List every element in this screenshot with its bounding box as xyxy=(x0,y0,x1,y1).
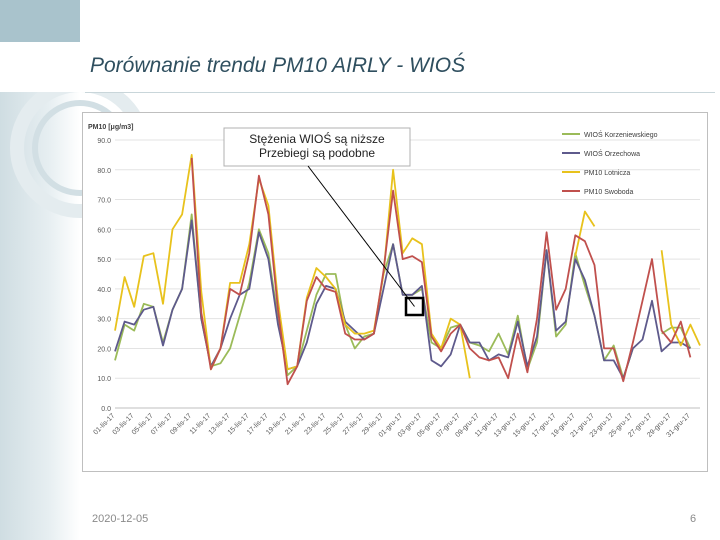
series-line-2 xyxy=(660,250,701,347)
legend-entry: WIOŚ Korzeniewskiego xyxy=(584,130,658,139)
y-tick-label: 30.0 xyxy=(97,317,111,324)
legend-entry: WIOŚ Orzechowa xyxy=(584,149,640,158)
chart-frame xyxy=(82,112,708,472)
footer-date: 2020-12-05 xyxy=(92,513,149,525)
title-bar xyxy=(0,42,720,92)
title-divider xyxy=(85,92,715,93)
y-tick-label: 70.0 xyxy=(97,198,111,205)
y-axis-label: PM10 [μg/m3] xyxy=(88,124,134,131)
y-tick-label: 60.0 xyxy=(97,227,111,234)
series-line-3 xyxy=(190,157,692,386)
annotation-pointer-line xyxy=(307,165,415,307)
annotation-text-line: Przebiegi są podobne xyxy=(259,146,375,160)
slide-title: Porównanie trendu PM10 AIRLY - WIOŚ xyxy=(90,54,466,77)
annotation-text-line: Stężenia WIOŚ są niższe xyxy=(249,131,385,146)
legend-entry: PM10 Lotnicza xyxy=(584,170,630,177)
y-tick-label: 10.0 xyxy=(97,376,111,383)
y-tick-label: 20.0 xyxy=(97,346,111,353)
annotation-box xyxy=(223,127,411,167)
y-tick-label: 90.0 xyxy=(97,138,111,145)
series-line-2 xyxy=(114,154,471,379)
annotation-highlight-square xyxy=(404,296,425,317)
y-tick-label: 50.0 xyxy=(97,257,111,264)
legend-entry: PM10 Swoboda xyxy=(584,189,634,196)
pm10-line-chart: 0.0 10.0 20.0 30.0 40.0 50.0 60.0 70.0 80.0 90.0 P… xyxy=(88,124,701,439)
page-number: 6 xyxy=(690,513,697,525)
y-tick-label: 80.0 xyxy=(97,168,111,175)
series-line-2 xyxy=(574,210,596,257)
y-tick-label: 0.0 xyxy=(101,406,111,413)
y-tick-label: 40.0 xyxy=(97,287,111,294)
